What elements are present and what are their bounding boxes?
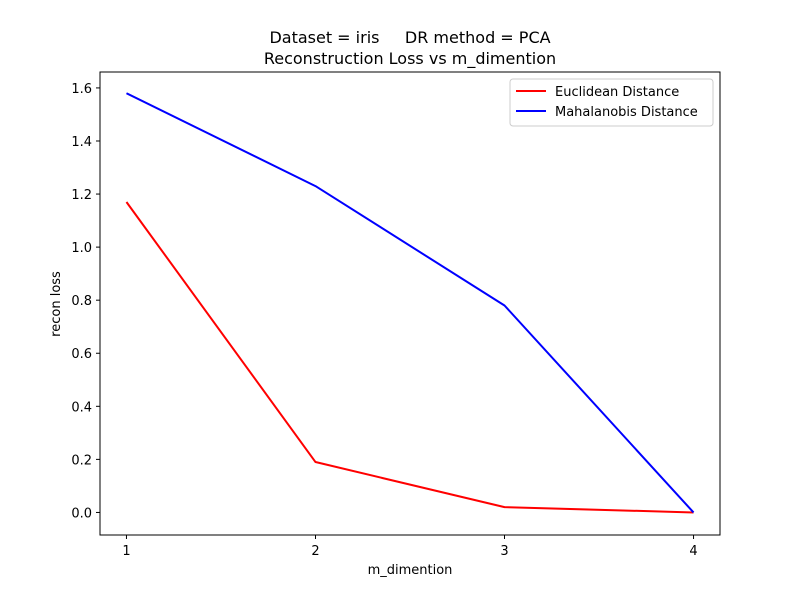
x-tick-label: 4 xyxy=(689,544,697,559)
legend: Euclidean Distance Mahalanobis Distance xyxy=(509,78,714,127)
y-tick-label: 0.2 xyxy=(71,453,92,468)
x-tick-label: 2 xyxy=(311,544,319,559)
y-tick-label: 0.8 xyxy=(71,294,92,309)
y-axis-label: recon loss xyxy=(49,271,64,337)
chart-title-line2: Reconstruction Loss vs m_dimention xyxy=(264,49,556,69)
series-line-mahalanobis-distance xyxy=(126,92,695,514)
x-tick-label: 1 xyxy=(122,544,130,559)
x-axis-ticks: 1 2 3 4 xyxy=(122,535,698,559)
y-tick-label: 0.6 xyxy=(71,347,92,362)
y-tick-label: 0.0 xyxy=(71,506,92,521)
y-tick-label: 1.6 xyxy=(71,82,92,97)
series-line-euclidean-distance xyxy=(125,201,694,514)
y-tick-label: 1.2 xyxy=(71,188,92,203)
series-lines xyxy=(125,92,695,514)
y-tick-label: 1.4 xyxy=(71,135,92,150)
legend-label-euclidean: Euclidean Distance xyxy=(555,85,679,100)
x-axis-label: m_dimention xyxy=(368,563,453,578)
y-axis-ticks: 0.0 0.2 0.4 0.6 0.8 1.0 1.2 1.4 1.6 xyxy=(71,82,100,521)
x-tick-label: 3 xyxy=(500,544,508,559)
legend-box xyxy=(509,78,714,127)
chart-title-line1: Dataset = iris DR method = PCA xyxy=(269,28,550,47)
legend-label-mahalanobis: Mahalanobis Distance xyxy=(555,105,698,120)
y-tick-label: 0.4 xyxy=(71,400,92,415)
y-tick-label: 1.0 xyxy=(71,241,92,256)
plot-area xyxy=(99,71,721,536)
